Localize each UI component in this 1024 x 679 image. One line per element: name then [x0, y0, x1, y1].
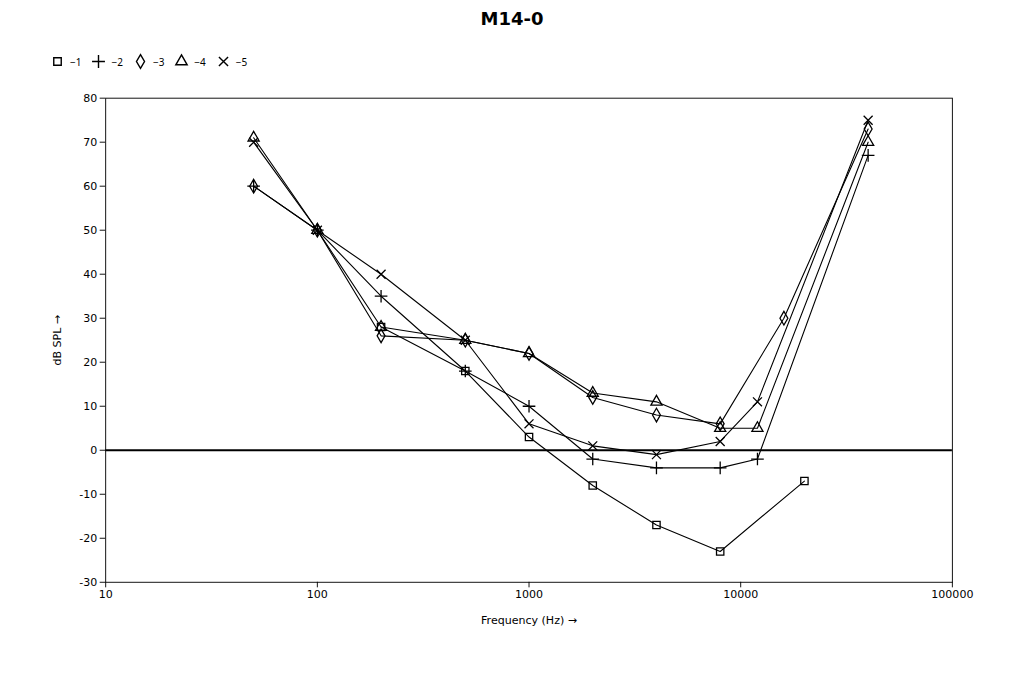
svg-text:20: 20 — [83, 356, 97, 369]
svg-text:50: 50 — [83, 224, 97, 237]
html-text:−4: −4 — [194, 54, 206, 69]
svg-text:80: 80 — [83, 92, 97, 105]
svg-text:10: 10 — [99, 588, 113, 601]
svg-text:100: 100 — [307, 588, 328, 601]
html-text:−2: −2 — [111, 54, 123, 69]
svg-text:-20: -20 — [79, 532, 97, 545]
svg-text:40: 40 — [83, 268, 97, 281]
svg-text:dB SPL →: dB SPL → — [51, 315, 64, 366]
svg-text:70: 70 — [83, 136, 97, 149]
svg-text:10000: 10000 — [723, 588, 758, 601]
svg-text:10: 10 — [83, 400, 97, 413]
html-text:M14-0: M14-0 — [480, 8, 544, 29]
svg-text:0: 0 — [90, 444, 97, 457]
svg-text:30: 30 — [83, 312, 97, 325]
svg-text:-30: -30 — [79, 576, 97, 589]
svg-text:100000: 100000 — [931, 588, 973, 601]
svg-text:Frequency (Hz) →: Frequency (Hz) → — [481, 614, 577, 626]
html-text:−5: −5 — [235, 54, 248, 69]
svg-text:60: 60 — [83, 180, 97, 193]
html-text:−1: −1 — [70, 54, 82, 69]
svg-text:-10: -10 — [79, 488, 97, 501]
svg-text:1000: 1000 — [515, 588, 543, 601]
html-text:−3: −3 — [152, 54, 165, 69]
